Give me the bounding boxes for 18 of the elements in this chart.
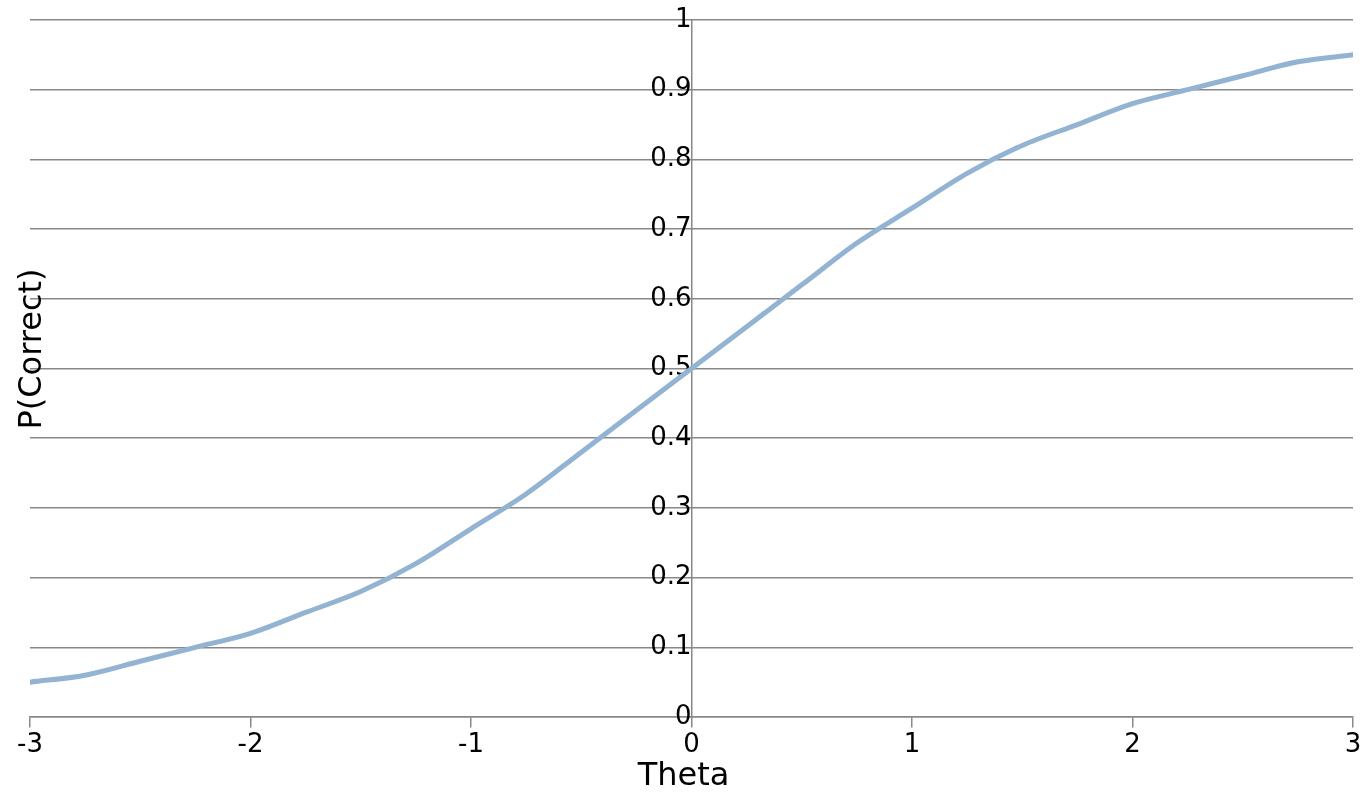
y-tick-label: 0	[674, 699, 692, 730]
x-axis-title: Theta	[637, 755, 730, 793]
y-tick-label: 0.9	[650, 72, 692, 103]
y-tick-label: 0.2	[650, 560, 692, 591]
x-tick-label: -2	[237, 728, 264, 759]
y-tick-label: 0.3	[650, 490, 692, 521]
y-tick-label: 0.8	[650, 142, 692, 173]
y-tick-label: 0.1	[650, 630, 692, 661]
x-tick-label: -1	[458, 728, 484, 759]
x-tick-label: 3	[1344, 728, 1362, 759]
y-axis-title: P(Correct)	[11, 267, 49, 432]
y-tick-label: 0.6	[650, 281, 692, 312]
x-tick-label: -3	[17, 728, 43, 759]
y-tick-label: 1	[674, 2, 692, 33]
y-tick-label: 0.7	[650, 211, 692, 242]
x-tick-label: 1	[903, 728, 921, 759]
y-tick-label: 0.4	[650, 420, 692, 451]
x-tick-label: 2	[1124, 728, 1141, 759]
